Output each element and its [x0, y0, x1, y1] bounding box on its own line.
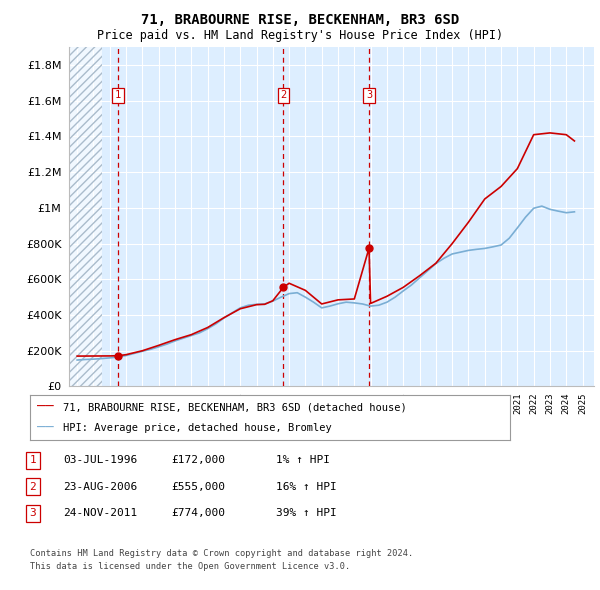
Text: 1: 1 [29, 455, 37, 465]
Text: Contains HM Land Registry data © Crown copyright and database right 2024.: Contains HM Land Registry data © Crown c… [30, 549, 413, 558]
Text: 2: 2 [29, 482, 37, 491]
Text: 3: 3 [366, 90, 372, 100]
Text: 1: 1 [115, 90, 121, 100]
Text: 03-JUL-1996: 03-JUL-1996 [63, 455, 137, 465]
Text: 3: 3 [29, 509, 37, 518]
Text: HPI: Average price, detached house, Bromley: HPI: Average price, detached house, Brom… [63, 422, 332, 432]
Text: £555,000: £555,000 [171, 482, 225, 491]
Text: 24-NOV-2011: 24-NOV-2011 [63, 509, 137, 518]
Text: 71, BRABOURNE RISE, BECKENHAM, BR3 6SD (detached house): 71, BRABOURNE RISE, BECKENHAM, BR3 6SD (… [63, 402, 407, 412]
Text: This data is licensed under the Open Government Licence v3.0.: This data is licensed under the Open Gov… [30, 562, 350, 571]
Text: 2: 2 [280, 90, 287, 100]
Text: 23-AUG-2006: 23-AUG-2006 [63, 482, 137, 491]
Text: £774,000: £774,000 [171, 509, 225, 518]
Text: Price paid vs. HM Land Registry's House Price Index (HPI): Price paid vs. HM Land Registry's House … [97, 30, 503, 42]
Text: 16% ↑ HPI: 16% ↑ HPI [276, 482, 337, 491]
Text: 1% ↑ HPI: 1% ↑ HPI [276, 455, 330, 465]
Text: 39% ↑ HPI: 39% ↑ HPI [276, 509, 337, 518]
Text: £172,000: £172,000 [171, 455, 225, 465]
Text: ——: —— [37, 400, 54, 414]
Bar [69, 47, 101, 386]
Text: ——: —— [37, 421, 54, 435]
Bar [69, 47, 101, 386]
Text: 71, BRABOURNE RISE, BECKENHAM, BR3 6SD: 71, BRABOURNE RISE, BECKENHAM, BR3 6SD [141, 13, 459, 27]
